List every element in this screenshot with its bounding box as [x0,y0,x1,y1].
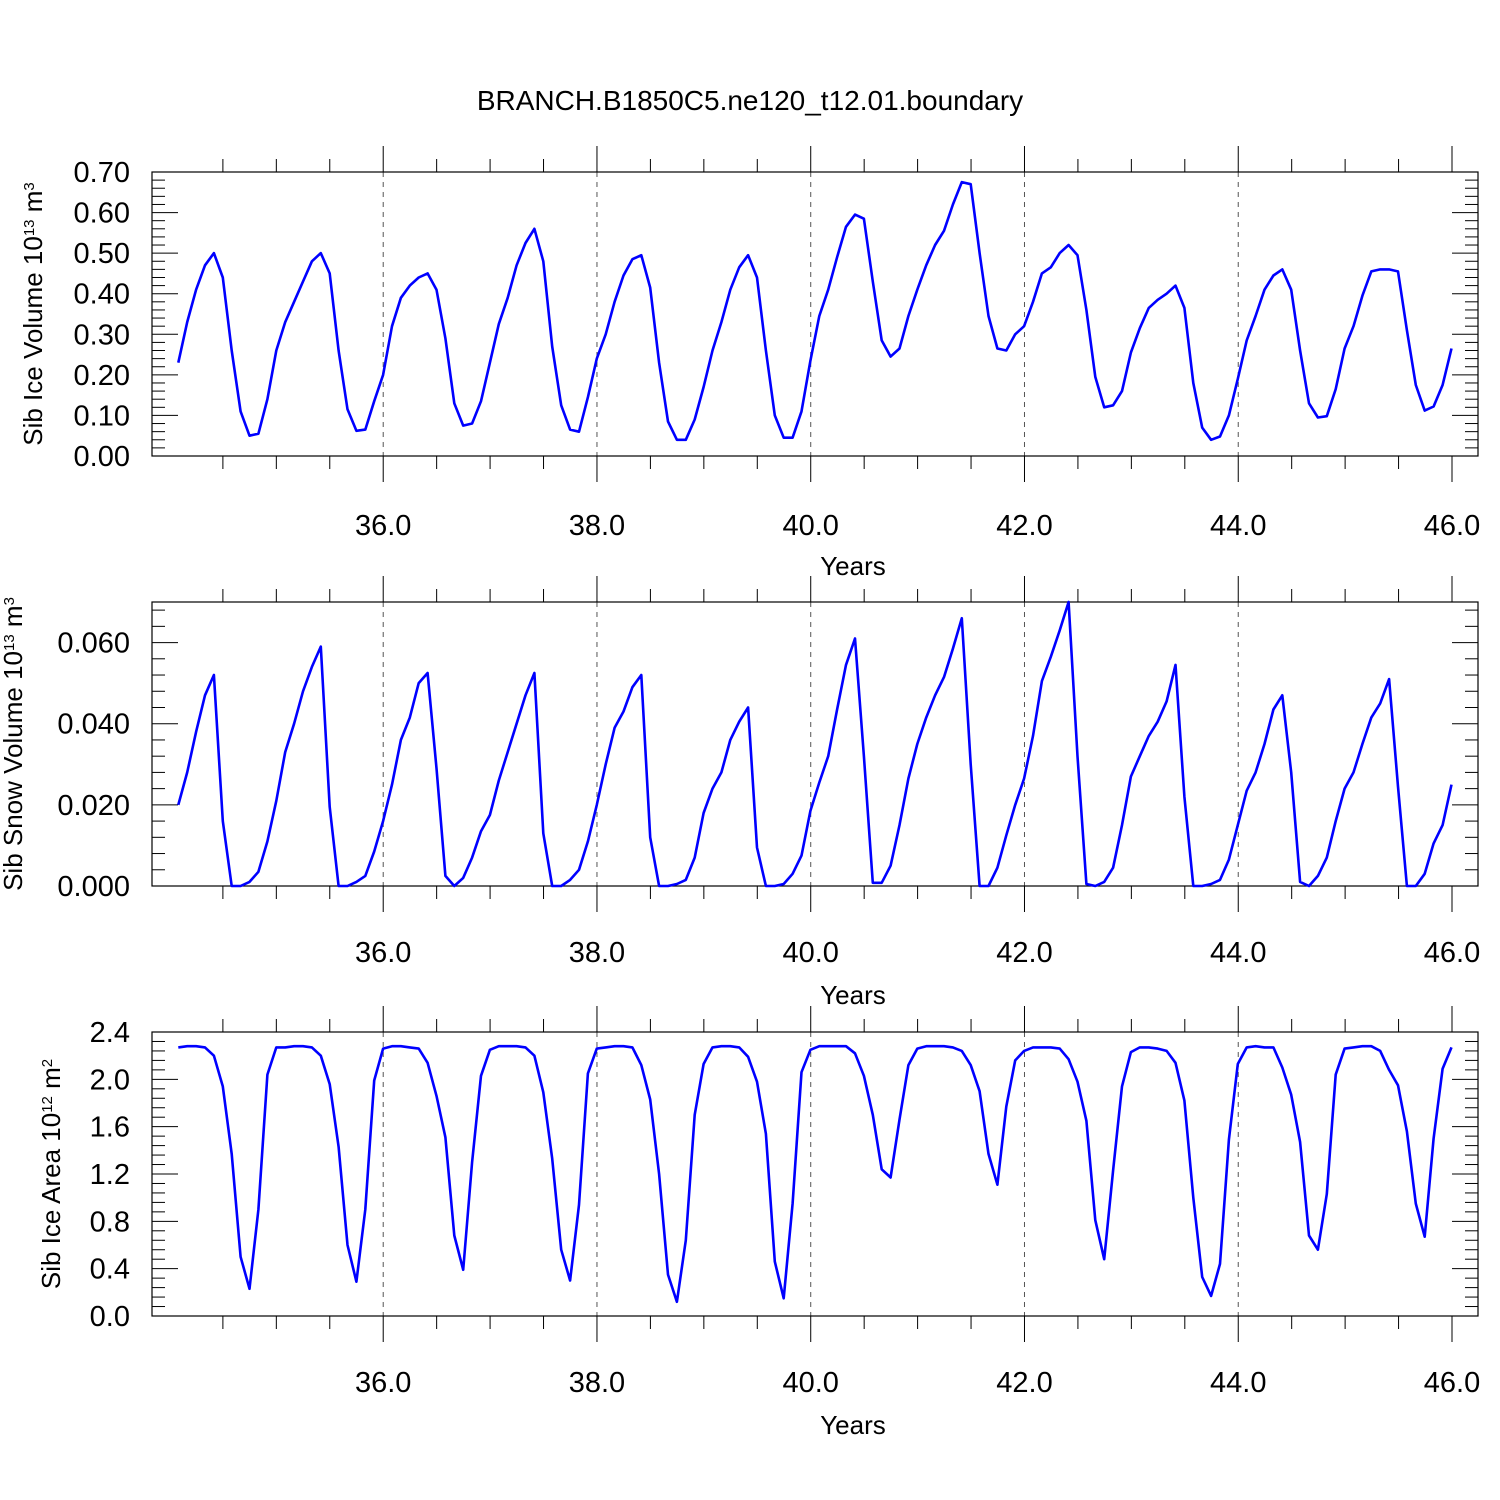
chart-panel-1: 0.00 0.10 0.20 0.30 0.40 0.50 0.60 0.70 36.0 38.0… [18,146,1480,581]
y-axis-title: Sib Ice Volume 1013 m3 [18,182,48,446]
x-tick-label: 40.0 [782,510,838,542]
x-tick-label: 46.0 [1424,510,1480,542]
y-axis-title-superscript: 13 [21,219,38,236]
y-tick-label: 0.70 [74,157,130,189]
series-line [177,180,1453,442]
x-tick-label: 36.0 [355,937,411,969]
y-tick-label: 0.10 [74,400,130,432]
x-tick-label: 36.0 [355,1367,411,1399]
y-axis-title-superscript: 12 [39,1096,56,1113]
y-tick-label: 0.30 [74,319,130,351]
x-tick-label: 44.0 [1210,937,1266,969]
y-axis-title: Sib Ice Area 1012 m2 [36,1059,66,1289]
x-tick-label: 46.0 [1424,937,1480,969]
x-tick-label: 38.0 [569,510,625,542]
y-tick-label: 0.020 [57,790,130,822]
y-axis-title-text: m [36,1067,66,1096]
x-axis-title: Years [820,1410,886,1440]
y-tick-label: 1.2 [90,1159,130,1191]
x-tick-label: 38.0 [569,1367,625,1399]
chart-panel-2: 0.000 0.020 0.040 0.060 36.0 38.0 40.0 42.0 44.0… [0,576,1480,1010]
x-tick-label: 42.0 [996,1367,1052,1399]
y-axis-title-superscript: 2 [39,1059,56,1067]
y-axis-title-superscript: 13 [1,634,18,651]
y-tick-label: 0.000 [57,871,130,903]
x-tick-label: 36.0 [355,510,411,542]
y-axis-title-text: Sib Ice Area 10 [36,1113,66,1289]
y-tick-label: 1.6 [90,1112,130,1144]
plot-frame [151,171,1479,457]
y-axis-title: Sib Snow Volume 1013 m3 [0,597,28,891]
plot-frame [151,601,1479,887]
series-line [177,600,1453,888]
x-axis-title: Years [820,980,886,1010]
y-tick-label: 0.060 [57,628,130,660]
y-tick-label: 2.4 [90,1017,130,1049]
figure-title: BRANCH.B1850C5.ne120_t12.01.boundary [477,85,1023,116]
y-tick-label: 0.40 [74,279,130,311]
y-tick-label: 0.00 [74,441,130,473]
y-tick-label: 0.0 [90,1301,130,1333]
y-axis-title-superscript: 3 [21,182,38,190]
x-tick-label: 44.0 [1210,510,1266,542]
y-axis-title-text: Sib Snow Volume 10 [0,651,28,891]
y-tick-label: 2.0 [90,1064,130,1096]
y-axis-title-text: Sib Ice Volume 10 [18,236,48,446]
y-tick-label: 0.4 [90,1254,130,1286]
plot-frame [151,1031,1479,1317]
chart-panels: 0.00 0.10 0.20 0.30 0.40 0.50 0.60 0.70 36.0 38.0… [0,146,1480,1440]
y-tick-label: 0.50 [74,238,130,270]
x-tick-label: 42.0 [996,937,1052,969]
y-tick-label: 0.8 [90,1206,130,1238]
x-tick-label: 42.0 [996,510,1052,542]
series-line [178,1044,1453,1304]
x-axis-title: Years [820,551,886,581]
x-tick-label: 44.0 [1210,1367,1266,1399]
x-tick-label: 40.0 [782,1367,838,1399]
y-axis-title-text: m [0,605,28,634]
x-tick-label: 40.0 [782,937,838,969]
y-axis-title-superscript: 3 [1,597,18,605]
y-tick-label: 0.20 [74,360,130,392]
y-axis-title-text: m [18,191,48,220]
y-tick-label: 0.60 [74,198,130,230]
chart-panel-3: 0.0 0.4 0.8 1.2 1.6 2.0 2.4 36.0 38.0 40.0 42.0 44.… [36,1006,1480,1440]
y-tick-label: 0.040 [57,709,130,741]
x-tick-label: 38.0 [569,937,625,969]
x-tick-label: 46.0 [1424,1367,1480,1399]
